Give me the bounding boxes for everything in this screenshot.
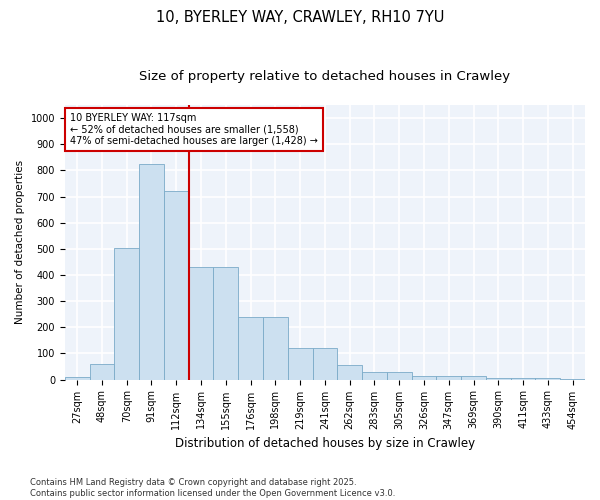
Bar — [164, 192, 188, 380]
Bar — [461, 376, 486, 380]
Bar — [511, 378, 535, 380]
Bar — [65, 378, 89, 380]
Bar — [238, 317, 263, 380]
Bar — [486, 378, 511, 380]
X-axis label: Distribution of detached houses by size in Crawley: Distribution of detached houses by size … — [175, 437, 475, 450]
Bar — [535, 378, 560, 380]
Bar — [115, 248, 139, 380]
Text: Contains HM Land Registry data © Crown copyright and database right 2025.
Contai: Contains HM Land Registry data © Crown c… — [30, 478, 395, 498]
Bar — [263, 317, 288, 380]
Bar — [362, 372, 387, 380]
Bar — [313, 348, 337, 380]
Bar — [560, 379, 585, 380]
Bar — [337, 365, 362, 380]
Bar — [412, 376, 436, 380]
Title: Size of property relative to detached houses in Crawley: Size of property relative to detached ho… — [139, 70, 511, 83]
Bar — [188, 267, 214, 380]
Bar — [387, 372, 412, 380]
Text: 10 BYERLEY WAY: 117sqm
← 52% of detached houses are smaller (1,558)
47% of semi-: 10 BYERLEY WAY: 117sqm ← 52% of detached… — [70, 113, 318, 146]
Y-axis label: Number of detached properties: Number of detached properties — [15, 160, 25, 324]
Text: 10, BYERLEY WAY, CRAWLEY, RH10 7YU: 10, BYERLEY WAY, CRAWLEY, RH10 7YU — [156, 10, 444, 25]
Bar — [288, 348, 313, 380]
Bar — [89, 364, 115, 380]
Bar — [436, 376, 461, 380]
Bar — [214, 267, 238, 380]
Bar — [139, 164, 164, 380]
